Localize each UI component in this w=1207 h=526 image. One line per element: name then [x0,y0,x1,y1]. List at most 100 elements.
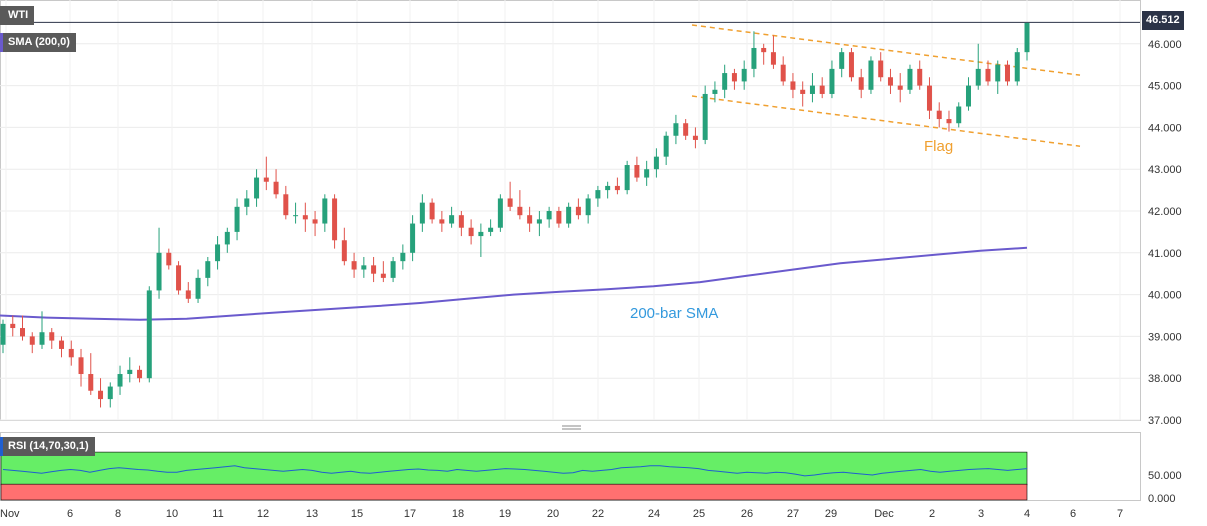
candle [770,35,776,69]
candle-body [1014,52,1020,82]
time-tick-label: 15 [351,508,363,520]
candle-body [566,206,572,224]
pane-divider-handle[interactable] [562,425,581,430]
candle-body [995,64,1001,82]
candle [595,185,601,207]
time-tick-label: 20 [547,508,559,520]
candle [536,211,542,237]
candle [410,215,416,262]
last-price-tag: 46.512 [1142,11,1184,30]
candle-body [897,85,903,90]
time-tick-label: 18 [452,508,464,520]
candle [848,47,854,82]
sma-legend: SMA (200,0) [0,33,76,52]
candle-body [137,369,143,379]
time-tick-label: 25 [693,508,705,520]
candle [546,206,552,228]
candle [985,60,991,86]
candle [819,77,825,99]
candle-body [429,202,435,220]
candle [712,81,718,103]
sma-layer [0,246,1028,321]
time-tick-label: 7 [1117,508,1123,520]
candle-body [936,110,942,120]
candle [751,31,757,78]
price-tick-label: 40.000 [1148,290,1182,302]
candle-body [527,215,533,224]
candle [49,328,55,349]
flag-upper-line [691,24,1081,76]
candle [234,198,240,241]
candle-body [351,261,357,270]
candle [371,256,377,283]
candle-body [468,227,474,237]
sma-line [0,246,1028,321]
candle [663,131,669,166]
candle-body [868,60,874,90]
time-tick-label: 24 [648,508,660,520]
sma-annotation: 200-bar SMA [630,305,719,322]
candle-body [770,52,776,65]
candle [224,227,230,253]
candle-body [439,219,445,224]
candle [829,60,835,99]
candle-body [848,52,854,78]
candle [887,68,893,94]
candle-layer [0,22,1030,408]
candle-body [49,332,55,341]
candle [917,60,923,90]
time-tick-label: Dec [874,508,894,520]
time-tick-label: Nov [0,508,20,520]
candle-body [410,223,416,253]
price-tick-label: 41.000 [1148,248,1182,260]
candle-body [478,231,484,237]
candle-body [176,265,182,291]
sma-legend-text: SMA (200,0) [8,36,70,48]
candle [351,252,357,278]
candle-body [605,185,611,191]
candle-body [127,369,133,375]
time-tick-label: 6 [1070,508,1076,520]
candle [293,202,299,224]
candle-body [673,123,679,136]
price-tick-label: 39.000 [1148,331,1182,343]
candle-body [946,119,952,124]
candle-body [185,290,191,299]
candle-body [88,374,94,391]
candle-body [887,77,893,86]
candle-body [166,252,172,266]
candle-body [0,323,6,345]
candle-body [624,165,630,191]
candle-body [614,185,620,191]
candle [39,311,45,349]
candle-body [302,215,308,220]
candle [614,177,620,195]
candle [965,77,971,111]
candle-body [575,206,581,216]
time-tick-label: 19 [499,508,511,520]
price-tick-label: 37.000 [1148,415,1182,427]
symbol-text: WTI [8,9,29,21]
candle [653,148,659,178]
rsi-legend: RSI (14,70,30,1) [0,437,95,456]
candle [780,56,786,86]
candle-body [780,64,786,82]
candle [683,119,689,140]
candle [137,365,143,383]
candle-body [341,240,347,262]
candle [302,202,308,232]
time-tick-label: 6 [67,508,73,520]
candle [956,102,962,128]
candle [488,219,494,237]
candle-body [858,77,864,90]
rsi-pane-border [0,432,1141,501]
rsi-layer [2,465,1028,477]
candle [341,227,347,266]
candle [273,169,279,199]
candle [146,286,152,383]
time-tick-label: 29 [825,508,837,520]
candle [400,244,406,270]
candle [741,60,747,90]
candle-body [507,198,513,207]
